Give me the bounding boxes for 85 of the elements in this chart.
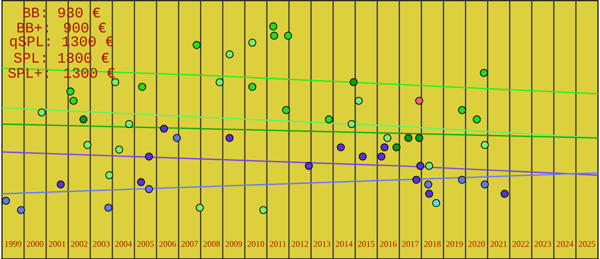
x-tick-label: 2013 [314, 240, 330, 247]
point [66, 87, 74, 96]
point [172, 134, 181, 142]
point [138, 82, 146, 91]
point [248, 82, 256, 91]
point [226, 50, 234, 58]
x-tick-label: 2006 [159, 240, 176, 247]
point [425, 190, 434, 198]
x-tick-label: 2005 [137, 240, 154, 247]
point [145, 152, 153, 160]
x-tick-label: 2020 [468, 240, 485, 247]
point [79, 115, 88, 124]
point [415, 134, 424, 142]
x-tick-label: 1999 [5, 240, 22, 247]
point [38, 108, 46, 116]
point [269, 22, 278, 30]
point [358, 152, 367, 160]
point [415, 96, 424, 105]
x-tick-label: 2010 [248, 240, 264, 247]
point [432, 198, 440, 207]
point [383, 134, 392, 142]
point [160, 124, 168, 132]
point [16, 206, 25, 214]
x-tick-label: 2008 [203, 240, 220, 247]
point [412, 176, 420, 184]
point [70, 96, 78, 105]
point [270, 31, 278, 40]
point [480, 180, 489, 188]
x-tick-label: 2007 [181, 240, 198, 247]
x-tick-label: 2015 [358, 240, 374, 247]
point [192, 40, 201, 49]
point [83, 140, 92, 149]
point [111, 78, 120, 86]
point [500, 190, 509, 198]
point [404, 134, 412, 142]
point [480, 140, 489, 149]
point [284, 31, 292, 40]
x-tick-label: 2016 [380, 240, 397, 247]
point [424, 180, 432, 188]
point [125, 120, 134, 128]
point [458, 176, 466, 184]
x-tick-label: 2009 [226, 240, 242, 247]
point [2, 196, 10, 204]
point [282, 106, 290, 114]
point [304, 162, 313, 170]
x-tick-label: 2021 [490, 240, 507, 247]
x-tick-label: 2011 [270, 240, 286, 247]
x-tick-label: 2012 [292, 240, 308, 247]
point [259, 206, 268, 214]
x-tick-label: 2003 [93, 240, 110, 247]
point [324, 115, 333, 124]
point [348, 120, 356, 128]
x-tick-label: 2014 [336, 240, 353, 247]
x-tick-label: 2023 [534, 240, 552, 247]
x-tick-label: 2004 [115, 240, 132, 247]
x-tick-label: 2022 [512, 240, 529, 247]
x-tick-label: 2018 [424, 240, 441, 247]
x-tick-label: 2002 [71, 240, 88, 247]
point [480, 68, 488, 77]
point [226, 134, 234, 142]
x-tick-label: 2017 [402, 240, 419, 247]
point [377, 152, 386, 160]
x-tick-label: 2019 [446, 240, 463, 247]
point [115, 145, 124, 154]
point [105, 170, 114, 179]
point [425, 162, 434, 170]
x-tick-label: 2000 [26, 240, 44, 247]
point [196, 204, 204, 212]
point [56, 180, 65, 188]
point [137, 178, 146, 186]
point [216, 78, 224, 86]
x-tick-label: 2025 [578, 240, 596, 247]
point [354, 96, 363, 105]
point [472, 115, 481, 124]
point [145, 184, 153, 193]
x-tick-label: 2001 [48, 240, 66, 247]
point [104, 204, 112, 212]
point [350, 78, 358, 86]
point [458, 106, 466, 114]
x-tick-label: 2024 [556, 240, 574, 247]
point [416, 162, 424, 170]
point [336, 143, 345, 152]
point [392, 143, 400, 152]
point [248, 38, 256, 46]
point [380, 143, 389, 152]
